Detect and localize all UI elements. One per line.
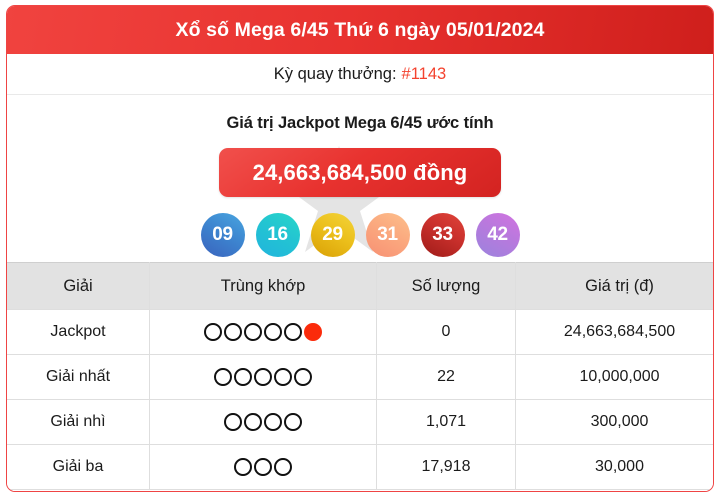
card-header: Xổ số Mega 6/45 Thứ 6 ngày 05/01/2024 — [7, 6, 713, 54]
match-pattern — [149, 444, 377, 489]
winning-ball: 31 — [365, 213, 410, 257]
match-dot-open — [274, 368, 292, 386]
column-header-match: Trùng khớp — [149, 262, 377, 310]
match-dot-open — [254, 458, 272, 476]
match-pattern — [149, 354, 377, 400]
match-dot-open — [284, 323, 302, 341]
match-dot-open — [244, 413, 262, 431]
jackpot-amount: 24,663,684,500 đồng — [252, 159, 468, 185]
winning-ball: 09 — [200, 213, 245, 257]
match-dot-open — [204, 323, 222, 341]
column-header-count: Số lượng — [376, 262, 516, 310]
winning-ball: 16 — [255, 213, 300, 257]
winning-numbers-row: 09 16 29 31 33 42 — [200, 213, 520, 257]
match-dot-open — [234, 368, 252, 386]
winning-ball: 29 — [310, 213, 355, 257]
draw-info-row: Kỳ quay thưởng: #1143 — [7, 54, 713, 95]
jackpot-label: Giá trị Jackpot Mega 6/45 ước tính — [226, 114, 494, 132]
prize-value: 10,000,000 — [515, 354, 713, 400]
page-title: Xổ số Mega 6/45 Thứ 6 ngày 05/01/2024 — [175, 18, 545, 41]
match-dot-open — [214, 368, 232, 386]
winning-ball: 42 — [475, 213, 520, 257]
match-dot-open — [244, 323, 262, 341]
match-dots — [151, 401, 375, 443]
winning-ball: 33 — [420, 213, 465, 257]
jackpot-value-pill: 24,663,684,500 đồng — [219, 148, 501, 197]
winner-count: 0 — [376, 309, 516, 355]
match-dot-open — [264, 413, 282, 431]
match-dot-filled — [304, 323, 322, 341]
prize-value: 24,663,684,500 — [515, 309, 713, 355]
winner-count: 17,918 — [376, 444, 516, 489]
match-dot-open — [284, 413, 302, 431]
match-dot-open — [224, 413, 242, 431]
match-dot-open — [274, 458, 292, 476]
prize-value: 300,000 — [515, 399, 713, 445]
draw-label: Kỳ quay thưởng: — [273, 64, 397, 83]
match-dot-open — [234, 458, 252, 476]
table-header-row: Giải Trùng khớp Số lượng Giá trị (đ) — [7, 262, 713, 310]
table-header: Giải Trùng khớp Số lượng Giá trị (đ) — [7, 262, 713, 310]
match-dots — [151, 311, 375, 353]
jackpot-section: Giá trị Jackpot Mega 6/45 ước tính 24,66… — [7, 95, 713, 262]
match-dot-open — [264, 323, 282, 341]
prize-name: Giải nhất — [7, 354, 150, 400]
draw-number: #1143 — [401, 64, 447, 83]
match-dots — [151, 356, 375, 398]
winner-count: 22 — [376, 354, 516, 400]
table-body: Jackpot 0 24,663,684,500 Giải nhất 22 10… — [7, 309, 713, 489]
match-pattern — [149, 309, 377, 355]
match-dot-open — [294, 368, 312, 386]
prize-breakdown-table: Giải Trùng khớp Số lượng Giá trị (đ) Jac… — [7, 262, 713, 489]
prize-value: 30,000 — [515, 444, 713, 489]
column-header-prize: Giải — [7, 262, 150, 310]
lottery-result-card: Xổ số Mega 6/45 Thứ 6 ngày 05/01/2024 Kỳ… — [6, 5, 714, 492]
winner-count: 1,071 — [376, 399, 516, 445]
table-row: Giải nhất 22 10,000,000 — [7, 354, 713, 400]
match-dots — [151, 446, 375, 488]
table-row: Giải nhì 1,071 300,000 — [7, 399, 713, 445]
table-row: Giải ba 17,918 30,000 — [7, 444, 713, 489]
prize-name: Giải ba — [7, 444, 150, 489]
prize-name: Giải nhì — [7, 399, 150, 445]
prize-name: Jackpot — [7, 309, 150, 355]
table-row: Jackpot 0 24,663,684,500 — [7, 309, 713, 355]
column-header-value: Giá trị (đ) — [515, 262, 713, 310]
table-footer-strip — [7, 489, 713, 491]
match-dot-open — [254, 368, 272, 386]
match-pattern — [149, 399, 377, 445]
match-dot-open — [224, 323, 242, 341]
